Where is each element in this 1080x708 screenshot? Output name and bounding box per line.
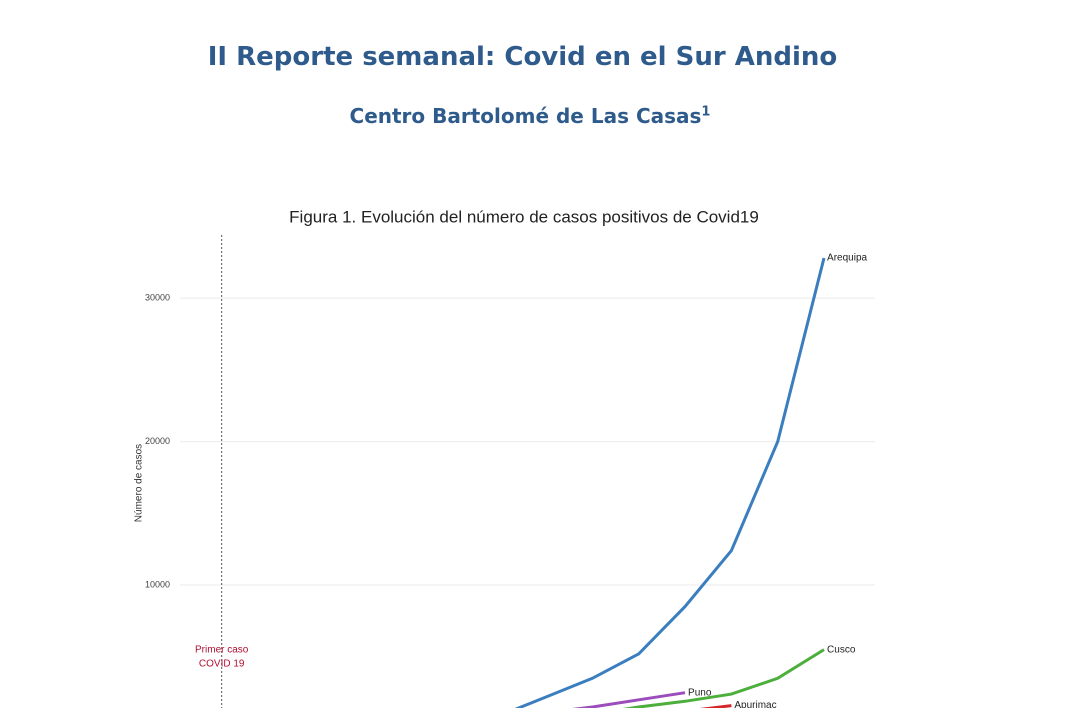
report-title: II Reporte semanal: Covid en el Sur Andi…: [207, 42, 838, 72]
series-label: Puno: [688, 687, 712, 698]
y-axis-label: Número de casos: [134, 444, 145, 522]
chart-title: Figura 1. Evolución del número de casos …: [289, 207, 759, 226]
series-line: [571, 691, 686, 708]
subtitle-text: Centro Bartolomé de Las Casas: [349, 104, 702, 128]
annotation: COVID 19: [199, 659, 245, 670]
series-label: Cusco: [827, 644, 856, 655]
series-line: [622, 648, 825, 708]
series-label: Apurimac: [734, 700, 776, 708]
y-tick-label: 10000: [145, 579, 170, 589]
footnote-ref: 1: [701, 104, 711, 120]
annotation: Primer caso: [195, 645, 249, 656]
report-subtitle: Centro Bartolomé de Las Casas1: [0, 104, 1060, 128]
y-tick-label: 30000: [145, 293, 170, 303]
y-tick-label: 20000: [145, 436, 170, 446]
series-label: Arequipa: [827, 253, 867, 264]
series-line: [514, 257, 826, 708]
